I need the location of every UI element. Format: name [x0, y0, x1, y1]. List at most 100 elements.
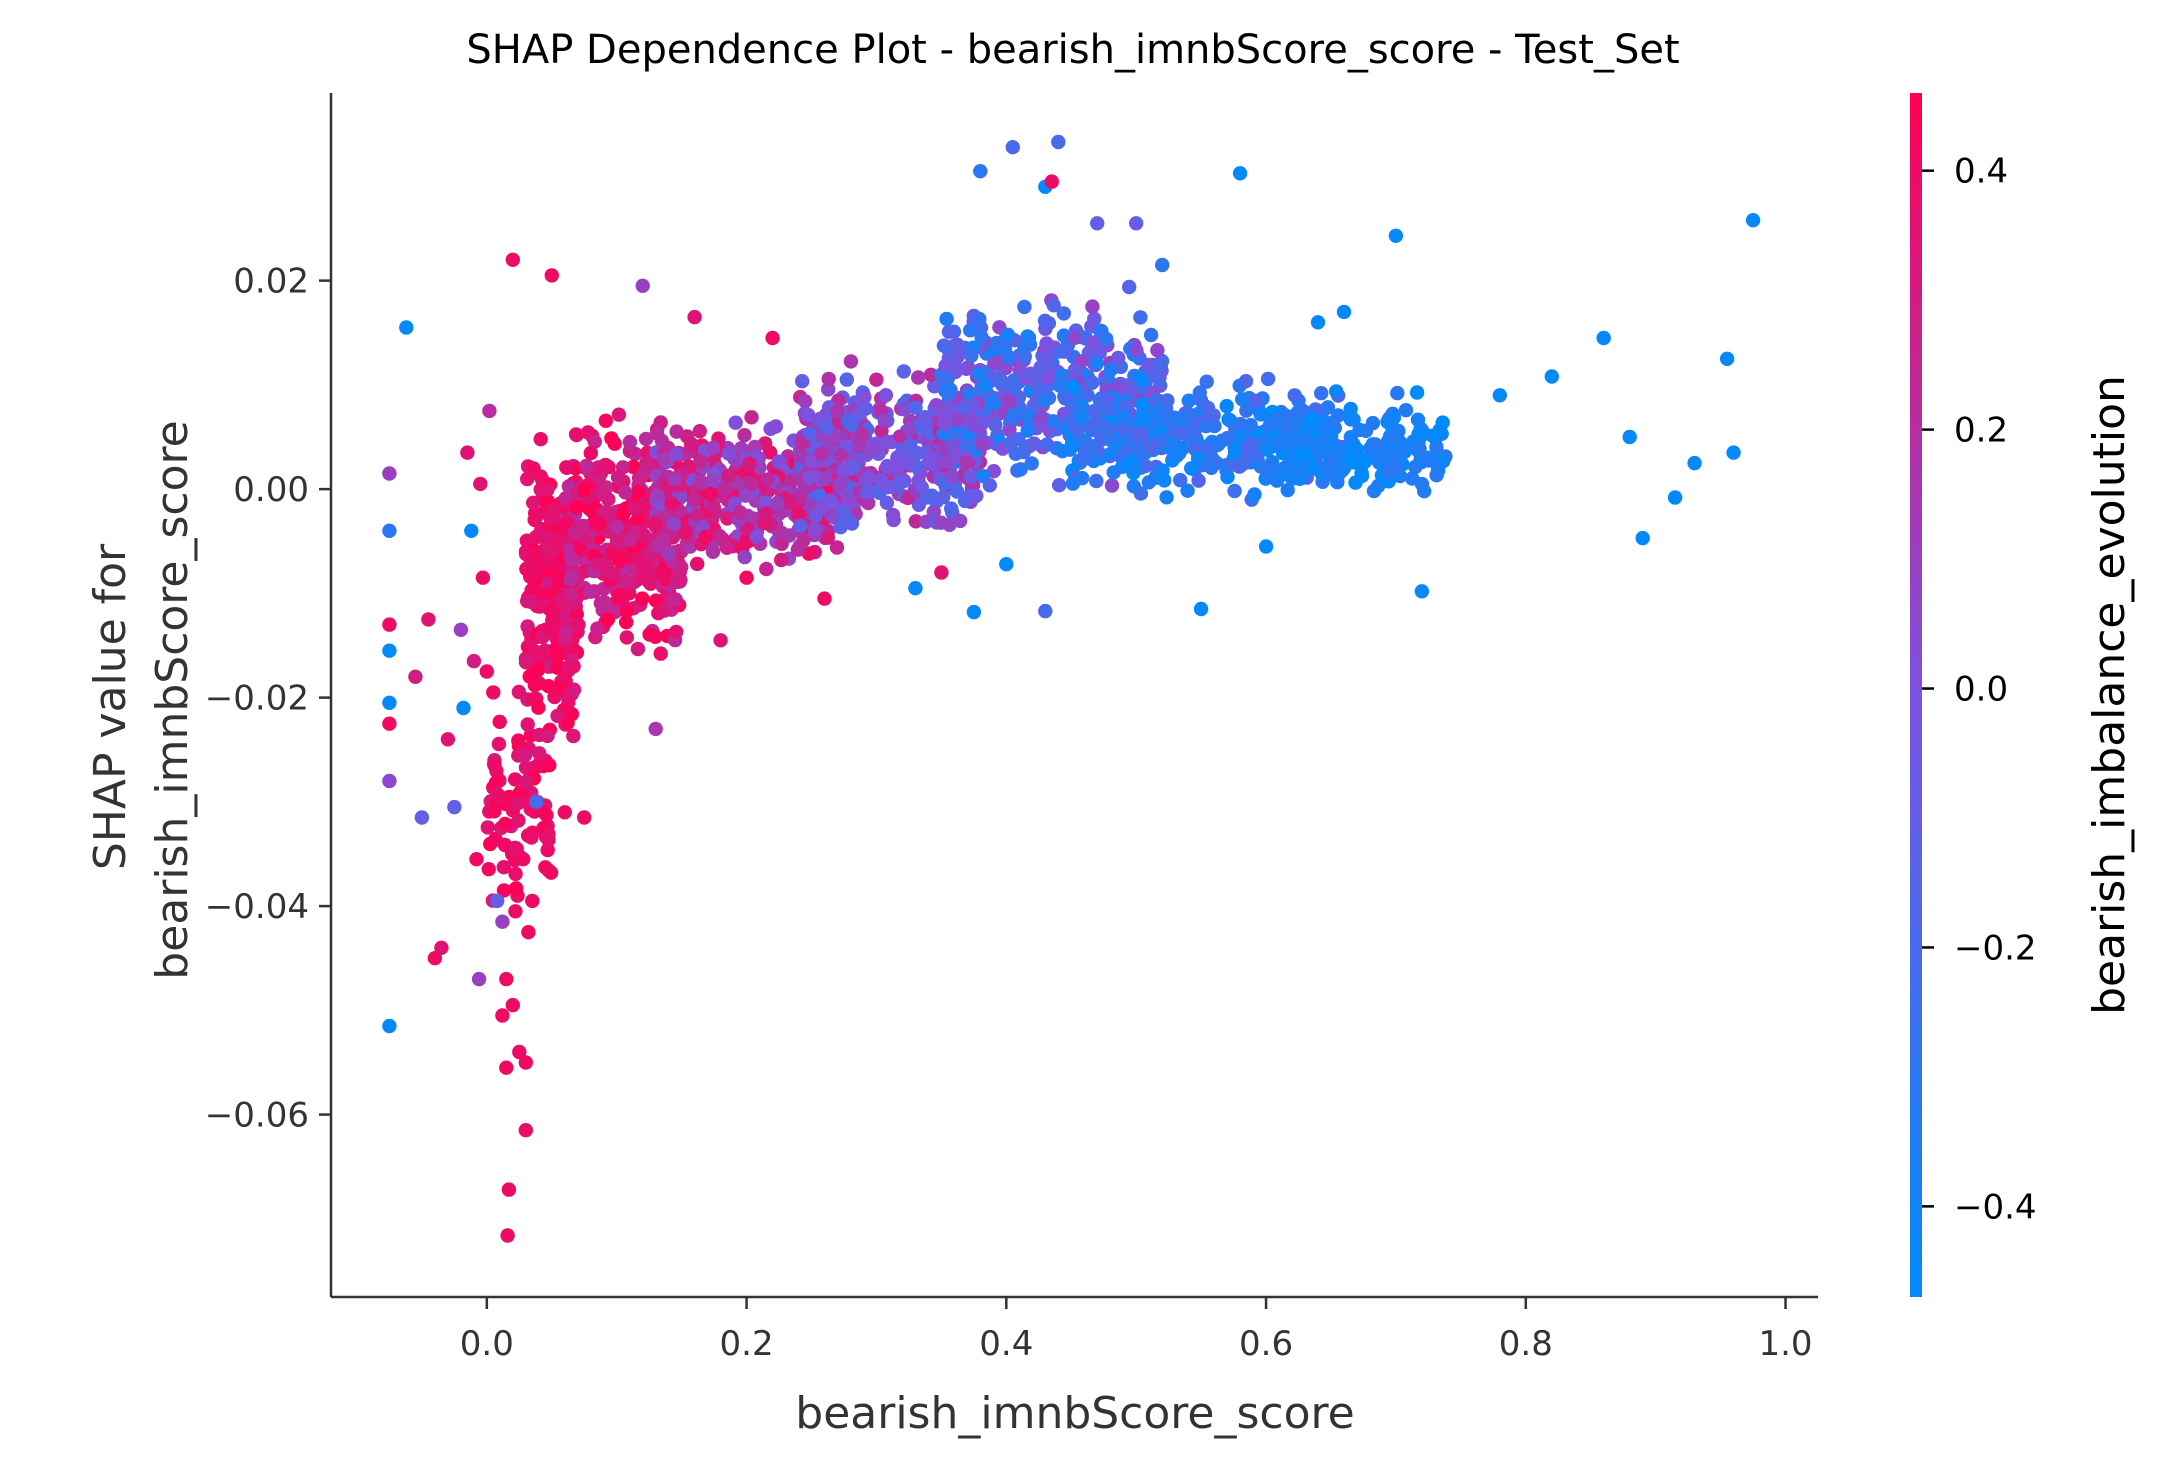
data-point: [1075, 452, 1090, 468]
data-point: [630, 641, 646, 657]
data-point: [453, 622, 469, 637]
data-point: [1317, 440, 1332, 455]
data-point: [550, 708, 565, 724]
data-point: [496, 883, 512, 898]
data-point: [525, 564, 541, 579]
data-point: [538, 541, 553, 556]
data-point: [969, 488, 984, 503]
data-point: [896, 364, 911, 379]
data-point: [486, 685, 501, 700]
data-point: [1385, 429, 1400, 445]
data-point: [507, 842, 522, 858]
data-point: [908, 400, 923, 415]
data-point: [577, 810, 592, 825]
data-point: [1111, 350, 1126, 366]
data-point: [1122, 279, 1137, 295]
data-point: [1199, 374, 1214, 389]
data-point: [703, 486, 718, 502]
data-point: [1320, 400, 1336, 415]
data-point: [1667, 490, 1683, 505]
data-point: [1280, 482, 1295, 498]
data-point: [1321, 464, 1336, 479]
x-axis-title: bearish_imnbScore_score: [795, 1388, 1354, 1439]
data-point: [619, 630, 634, 645]
data-point: [770, 495, 785, 511]
data-point: [382, 523, 397, 538]
data-point: [1417, 484, 1432, 499]
data-point: [495, 1008, 510, 1023]
data-point: [466, 653, 482, 669]
data-point: [598, 413, 613, 428]
data-point: [837, 506, 852, 521]
data-point: [705, 440, 721, 455]
data-point: [553, 593, 568, 608]
data-point: [1067, 363, 1083, 378]
data-point: [650, 488, 665, 503]
x-tick-label: 0.8: [1499, 1324, 1553, 1364]
data-point: [569, 427, 584, 443]
data-point: [1089, 356, 1105, 371]
data-point: [414, 810, 430, 825]
data-point: [434, 940, 449, 955]
data-point: [999, 557, 1014, 572]
data-point: [631, 484, 647, 499]
data-point: [843, 354, 859, 369]
data-point: [1745, 213, 1761, 228]
data-point: [1227, 483, 1242, 499]
data-point: [963, 323, 978, 338]
data-point: [475, 570, 491, 585]
data-point: [540, 728, 555, 744]
data-point: [1192, 385, 1208, 400]
data-point: [1635, 530, 1650, 546]
data-point: [833, 448, 848, 463]
data-point: [1159, 490, 1174, 505]
data-point: [758, 495, 773, 510]
data-point: [950, 412, 965, 428]
data-point: [771, 454, 786, 469]
data-point: [1005, 140, 1020, 155]
data-point: [1384, 448, 1400, 463]
data-point: [382, 1018, 397, 1034]
data-point: [1155, 257, 1170, 273]
data-point: [747, 439, 763, 455]
data-point: [1085, 299, 1100, 314]
data-point: [690, 508, 705, 524]
data-point: [858, 401, 873, 416]
data-point: [1258, 539, 1274, 554]
data-point: [966, 604, 982, 620]
data-point: [1374, 448, 1389, 463]
data-point: [1726, 445, 1741, 460]
data-point: [550, 660, 565, 675]
data-point: [481, 862, 496, 877]
data-point: [712, 528, 727, 544]
data-point: [1023, 366, 1039, 381]
data-point: [879, 495, 895, 510]
data-point: [914, 480, 929, 495]
data-point: [382, 466, 397, 481]
data-point: [861, 495, 876, 511]
data-point: [1102, 447, 1118, 462]
y-tick-label: −0.02: [205, 679, 309, 719]
data-point: [721, 468, 736, 484]
data-point: [1405, 471, 1420, 486]
colorbar-tick-label: 0.0: [1954, 670, 2008, 710]
data-point: [496, 860, 511, 875]
data-point: [808, 521, 823, 537]
data-point: [460, 445, 475, 460]
data-point: [1354, 468, 1370, 484]
data-point: [1357, 454, 1372, 470]
data-point: [587, 514, 602, 530]
data-point: [987, 356, 1002, 371]
data-point: [661, 546, 676, 561]
data-point: [1044, 174, 1060, 189]
data-point: [551, 647, 566, 663]
data-point: [1221, 412, 1236, 427]
data-point: [479, 664, 494, 679]
data-point: [382, 643, 397, 658]
data-point: [563, 572, 578, 587]
data-point: [558, 624, 573, 640]
data-point: [551, 681, 566, 696]
data-point: [542, 758, 557, 773]
data-point: [464, 523, 479, 538]
data-point: [600, 612, 616, 627]
